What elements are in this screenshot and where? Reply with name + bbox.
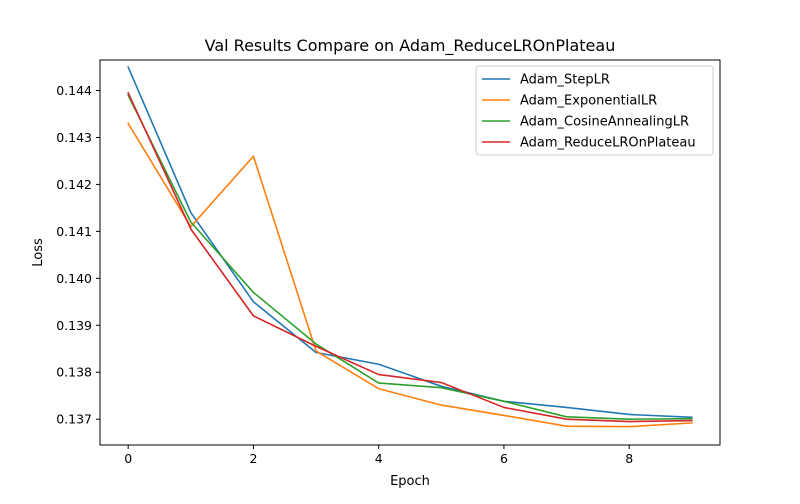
series-layer <box>127 65 693 428</box>
y-axis: 0.137 0.138 0.139 0.140 0.141 0.142 0.143 0.144 <box>56 83 100 427</box>
legend-label-1: Adam_ExponentialLR <box>520 94 657 109</box>
series-line-3 <box>127 91 693 423</box>
legend: Adam_StepLR Adam_ExponentialLR Adam_Cosine… <box>475 65 714 156</box>
x-tick-label: 0 <box>124 451 132 466</box>
y-tick-label: 0.140 <box>56 271 92 286</box>
legend-label-0: Adam_StepLR <box>520 73 610 88</box>
y-tick-label: 0.144 <box>56 83 92 98</box>
legend-label-3: Adam_ReduceLROnPlateau <box>520 136 696 151</box>
y-tick-label: 0.141 <box>56 224 92 239</box>
y-axis-label: Loss <box>31 238 46 267</box>
plot-frame <box>99 59 721 446</box>
series-line-2 <box>127 94 693 420</box>
x-tick-label: 4 <box>375 451 383 466</box>
chart-title: Val Results Compare on Adam_ReduceLROnPl… <box>205 36 616 56</box>
x-axis-label: Epoch <box>390 474 430 489</box>
y-tick-label: 0.143 <box>56 130 92 145</box>
legend-label-2: Adam_CosineAnnealingLR <box>520 115 689 130</box>
legend-box <box>475 65 714 156</box>
y-tick-label: 0.142 <box>56 177 92 192</box>
x-tick-label: 6 <box>500 451 508 466</box>
x-axis: 0 2 4 6 8 <box>124 445 633 466</box>
y-tick-label: 0.139 <box>56 318 92 333</box>
y-tick-label: 0.138 <box>56 365 92 380</box>
x-tick-label: 2 <box>249 451 257 466</box>
series-line-1 <box>127 122 693 428</box>
x-tick-label: 8 <box>625 451 633 466</box>
y-tick-label: 0.137 <box>56 412 92 427</box>
